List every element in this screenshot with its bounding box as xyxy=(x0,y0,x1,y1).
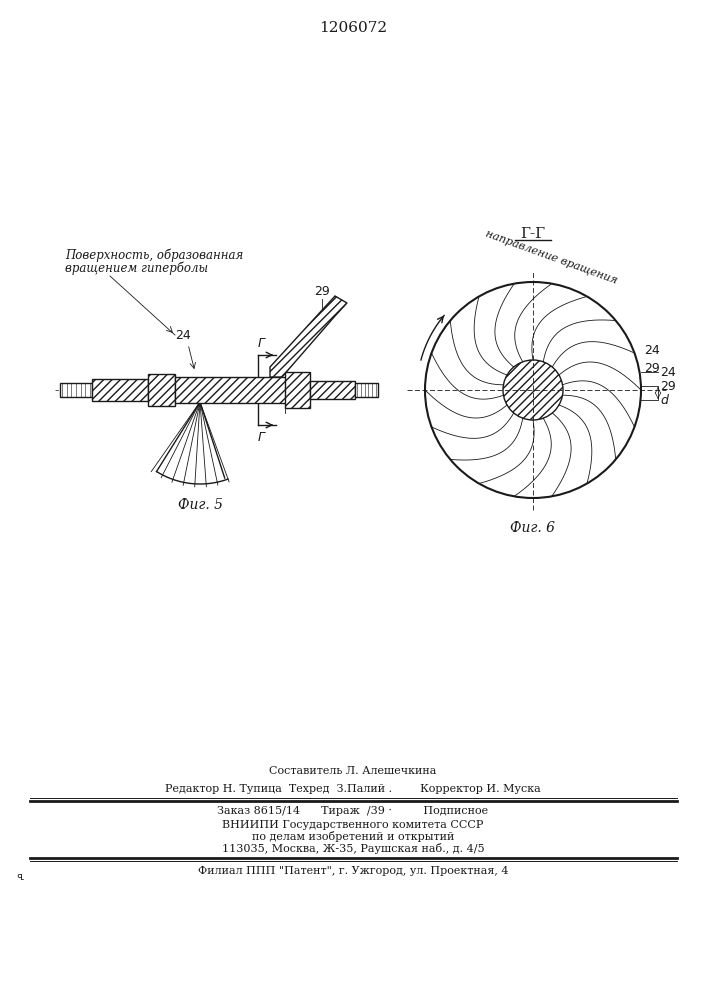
Text: 1206072: 1206072 xyxy=(319,21,387,35)
Text: ъ: ъ xyxy=(16,870,23,880)
Bar xyxy=(92,379,148,401)
Text: ВНИИПИ Государственного комитета СССР: ВНИИПИ Государственного комитета СССР xyxy=(222,820,484,830)
Text: направление вращения: направление вращения xyxy=(484,228,619,286)
Text: Заказ 8615/14      Тираж  /39 ·         Подписное: Заказ 8615/14 Тираж /39 · Подписное xyxy=(218,806,489,816)
Bar xyxy=(355,383,378,397)
Text: Г-Г: Г-Г xyxy=(520,227,546,241)
Polygon shape xyxy=(270,296,347,377)
Text: Поверхность, образованная: Поверхность, образованная xyxy=(65,248,243,262)
Text: Г: Г xyxy=(257,431,264,444)
Text: 24: 24 xyxy=(175,329,191,342)
Text: 24: 24 xyxy=(644,344,660,357)
Text: Составитель Л. Алешечкина: Составитель Л. Алешечкина xyxy=(269,766,437,776)
Text: по делам изобретений и открытий: по делам изобретений и открытий xyxy=(252,831,454,842)
Text: Фиг. 6: Фиг. 6 xyxy=(510,521,556,535)
Text: Филиал ППП "Патент", г. Ужгород, ул. Проектная, 4: Филиал ППП "Патент", г. Ужгород, ул. Про… xyxy=(198,866,508,876)
Text: 29: 29 xyxy=(314,285,330,298)
Bar xyxy=(60,383,92,397)
Text: 24: 24 xyxy=(660,365,676,378)
Bar xyxy=(310,381,355,399)
Bar xyxy=(148,374,175,406)
Text: d: d xyxy=(660,393,668,406)
Text: 29: 29 xyxy=(644,361,660,374)
Text: 113035, Москва, Ж-35, Раушская наб., д. 4/5: 113035, Москва, Ж-35, Раушская наб., д. … xyxy=(222,843,484,854)
Text: вращением гиперболы: вращением гиперболы xyxy=(65,261,208,275)
Text: Г: Г xyxy=(257,337,264,350)
Bar xyxy=(285,372,310,408)
Circle shape xyxy=(503,360,563,420)
Text: 29: 29 xyxy=(660,379,676,392)
Bar xyxy=(175,377,290,403)
Text: Фиг. 5: Фиг. 5 xyxy=(177,498,223,512)
Text: Редактор Н. Тупица  Техред  З.Палий .        Корректор И. Муска: Редактор Н. Тупица Техред З.Палий . Корр… xyxy=(165,784,541,794)
